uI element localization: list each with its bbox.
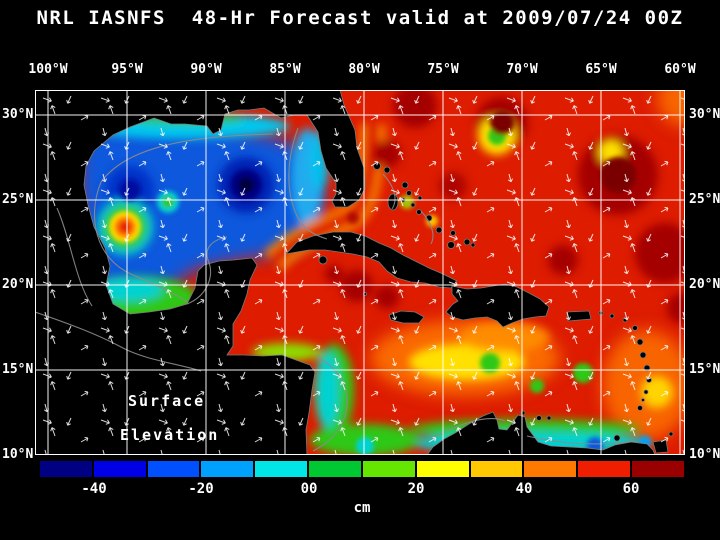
- lat-tick-label: 30°N: [689, 107, 720, 122]
- colorbar-cell: [470, 461, 523, 477]
- lon-tick-label: 90°W: [190, 62, 222, 77]
- lon-tick-label: 100°W: [28, 62, 68, 77]
- lat-tick-label: 15°N: [2, 362, 34, 377]
- colorbar-tick-label: -40: [81, 481, 107, 497]
- forecast-map: [35, 90, 685, 455]
- lon-tick-label: 70°W: [506, 62, 538, 77]
- colorbar-cell: [524, 461, 577, 477]
- lat-tick-label: 25°N: [2, 192, 34, 207]
- lat-tick-label: 15°N: [689, 362, 720, 377]
- lon-tick-label: 80°W: [348, 62, 380, 77]
- colorbar-unit-label: cm: [353, 500, 371, 516]
- lon-tick-label: 65°W: [585, 62, 617, 77]
- colorbar-tick-label: 20: [407, 481, 425, 497]
- colorbar-cell: [362, 461, 415, 477]
- lat-tick-label: 10°N: [2, 447, 34, 462]
- map-annotation-elevation: Elevation: [120, 426, 220, 444]
- lon-tick-label: 85°W: [269, 62, 301, 77]
- colorbar-tick-label: 00: [300, 481, 318, 497]
- colorbar-tick-label: -20: [188, 481, 214, 497]
- colorbar-cell: [309, 461, 361, 477]
- colorbar-cell: [578, 461, 631, 477]
- colorbar-cell: [632, 461, 684, 477]
- plot-frame: [35, 90, 685, 455]
- lat-tick-label: 20°N: [689, 277, 720, 292]
- lon-tick-label: 75°W: [427, 62, 459, 77]
- page-title: NRL IASNFS 48-Hr Forecast valid at 2009/…: [36, 7, 684, 29]
- lat-tick-label: 25°N: [689, 192, 720, 207]
- colorbar-cell: [201, 461, 254, 477]
- colorbar-tick-label: 60: [622, 481, 640, 497]
- colorbar-cell: [255, 461, 308, 477]
- lon-tick-label: 95°W: [111, 62, 143, 77]
- colorbar-cell: [416, 461, 469, 477]
- lon-tick-label: 60°W: [664, 62, 696, 77]
- lat-tick-label: 10°N: [689, 447, 720, 462]
- lat-tick-label: 20°N: [2, 277, 34, 292]
- current-vector-arrows: [35, 90, 685, 455]
- colorbar-tick-label: 40: [515, 481, 533, 497]
- colorbar: [40, 461, 684, 477]
- colorbar-cell: [93, 461, 146, 477]
- colorbar-cell: [147, 461, 200, 477]
- colorbar-cell: [40, 461, 92, 477]
- lat-tick-label: 30°N: [2, 107, 34, 122]
- map-annotation-surface: Surface: [128, 392, 206, 410]
